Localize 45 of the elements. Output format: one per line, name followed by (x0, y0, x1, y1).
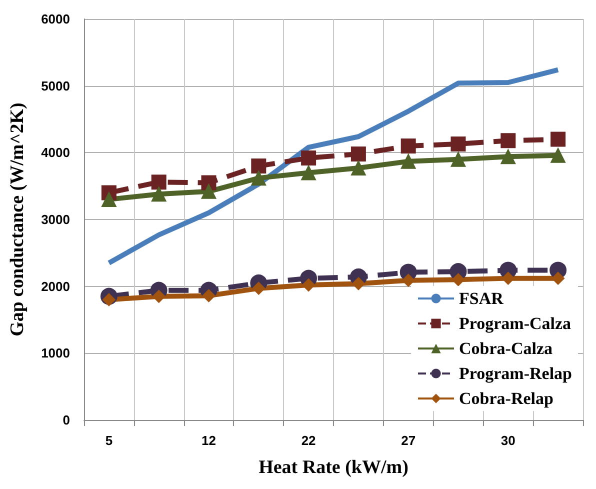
legend-label: Program-Relap (459, 364, 572, 383)
point (301, 150, 316, 166)
point (402, 274, 415, 287)
point (301, 165, 316, 180)
point (101, 192, 116, 207)
x-tick-label: 22 (301, 433, 316, 448)
legend-label: Program-Calza (459, 314, 572, 333)
point (152, 290, 166, 303)
legend-label: Cobra-Relap (459, 389, 554, 408)
point (452, 273, 465, 286)
point (500, 149, 516, 164)
point (500, 133, 516, 148)
point (350, 160, 366, 176)
x-tick-label: 27 (401, 433, 416, 448)
y-axis-title: Gap conductance (W/m^2K) (7, 102, 28, 336)
x-tick-label: 30 (500, 433, 516, 448)
point (201, 184, 216, 199)
point (350, 146, 366, 162)
point (151, 186, 166, 202)
y-tick-label: 0 (62, 412, 70, 428)
point (352, 277, 365, 290)
y-tick-label: 4000 (41, 145, 70, 160)
point (400, 138, 416, 154)
point (550, 132, 566, 147)
point (550, 148, 566, 163)
y-tick-label: 3000 (41, 212, 70, 227)
point (251, 170, 266, 186)
y-tick-label: 2000 (41, 278, 70, 294)
point (502, 272, 515, 285)
point (201, 175, 216, 190)
point (400, 154, 416, 169)
y-tick-label: 6000 (41, 12, 70, 26)
point (450, 136, 466, 152)
x-axis-title: Heat Rate (kW/m) (258, 457, 408, 478)
x-tick-label: 12 (202, 433, 216, 448)
legend-label: FSAR (459, 289, 504, 308)
x-tick-label: 5 (105, 433, 113, 448)
point (151, 174, 166, 190)
point (251, 158, 266, 174)
point (450, 152, 466, 167)
point (552, 272, 565, 285)
y-tick-label: 5000 (41, 78, 70, 94)
point (302, 278, 316, 292)
y-tick-label: 1000 (41, 346, 70, 361)
legend-label: Cobra-Calza (459, 339, 553, 358)
